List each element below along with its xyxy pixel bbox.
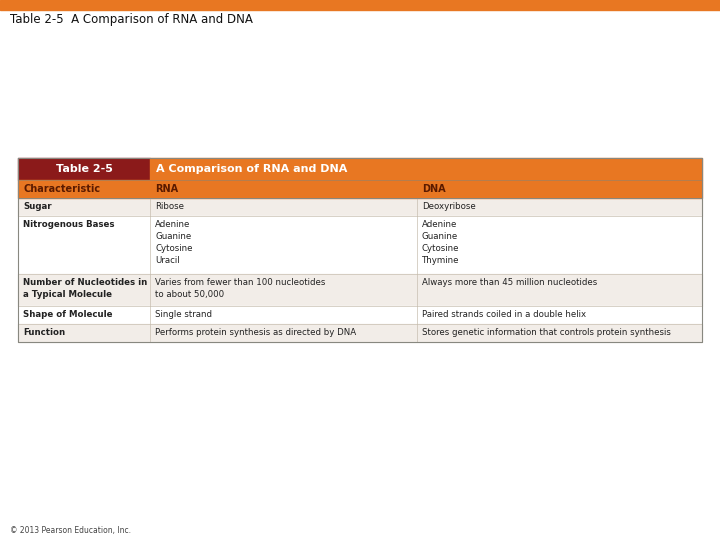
Text: Function: Function [23, 328, 65, 337]
Text: Stores genetic information that controls protein synthesis: Stores genetic information that controls… [422, 328, 670, 337]
Bar [18, 216, 702, 274]
Text: RNA: RNA [155, 184, 178, 194]
Text: Sugar: Sugar [23, 202, 52, 211]
Text: DNA: DNA [422, 184, 446, 194]
Text: Performs protein synthesis as directed by DNA: Performs protein synthesis as directed b… [155, 328, 356, 337]
Text: Adenine
Guanine
Cytosine
Thymine: Adenine Guanine Cytosine Thymine [422, 220, 459, 266]
Text: Table 2-5: Table 2-5 [55, 164, 112, 174]
Text: Ribose: Ribose [155, 202, 184, 211]
Text: Deoxyribose: Deoxyribose [422, 202, 475, 211]
Bar [18, 198, 702, 216]
Bar [18, 180, 702, 198]
Text: Nitrogenous Bases: Nitrogenous Bases [23, 220, 114, 229]
Text: Always more than 45 million nucleotides: Always more than 45 million nucleotides [422, 278, 597, 287]
Text: Paired strands coiled in a double helix: Paired strands coiled in a double helix [422, 310, 586, 319]
Bar [18, 306, 702, 324]
Text: Adenine
Guanine
Cytosine
Uracil: Adenine Guanine Cytosine Uracil [155, 220, 192, 266]
Text: Characteristic: Characteristic [23, 184, 100, 194]
Text: Table 2-5  A Comparison of RNA and DNA: Table 2-5 A Comparison of RNA and DNA [10, 13, 253, 26]
Bar [150, 158, 702, 180]
Text: © 2013 Pearson Education, Inc.: © 2013 Pearson Education, Inc. [10, 526, 131, 535]
Bar [0, 0, 720, 10]
Text: Varies from fewer than 100 nucleotides
to about 50,000: Varies from fewer than 100 nucleotides t… [155, 278, 325, 299]
Text: Number of Nucleotides in
a Typical Molecule: Number of Nucleotides in a Typical Molec… [23, 278, 148, 299]
Text: Single strand: Single strand [155, 310, 212, 319]
Bar [18, 324, 702, 342]
Text: A Comparison of RNA and DNA: A Comparison of RNA and DNA [156, 164, 347, 174]
Text: Shape of Molecule: Shape of Molecule [23, 310, 112, 319]
Bar [18, 274, 702, 306]
Bar [18, 158, 150, 180]
